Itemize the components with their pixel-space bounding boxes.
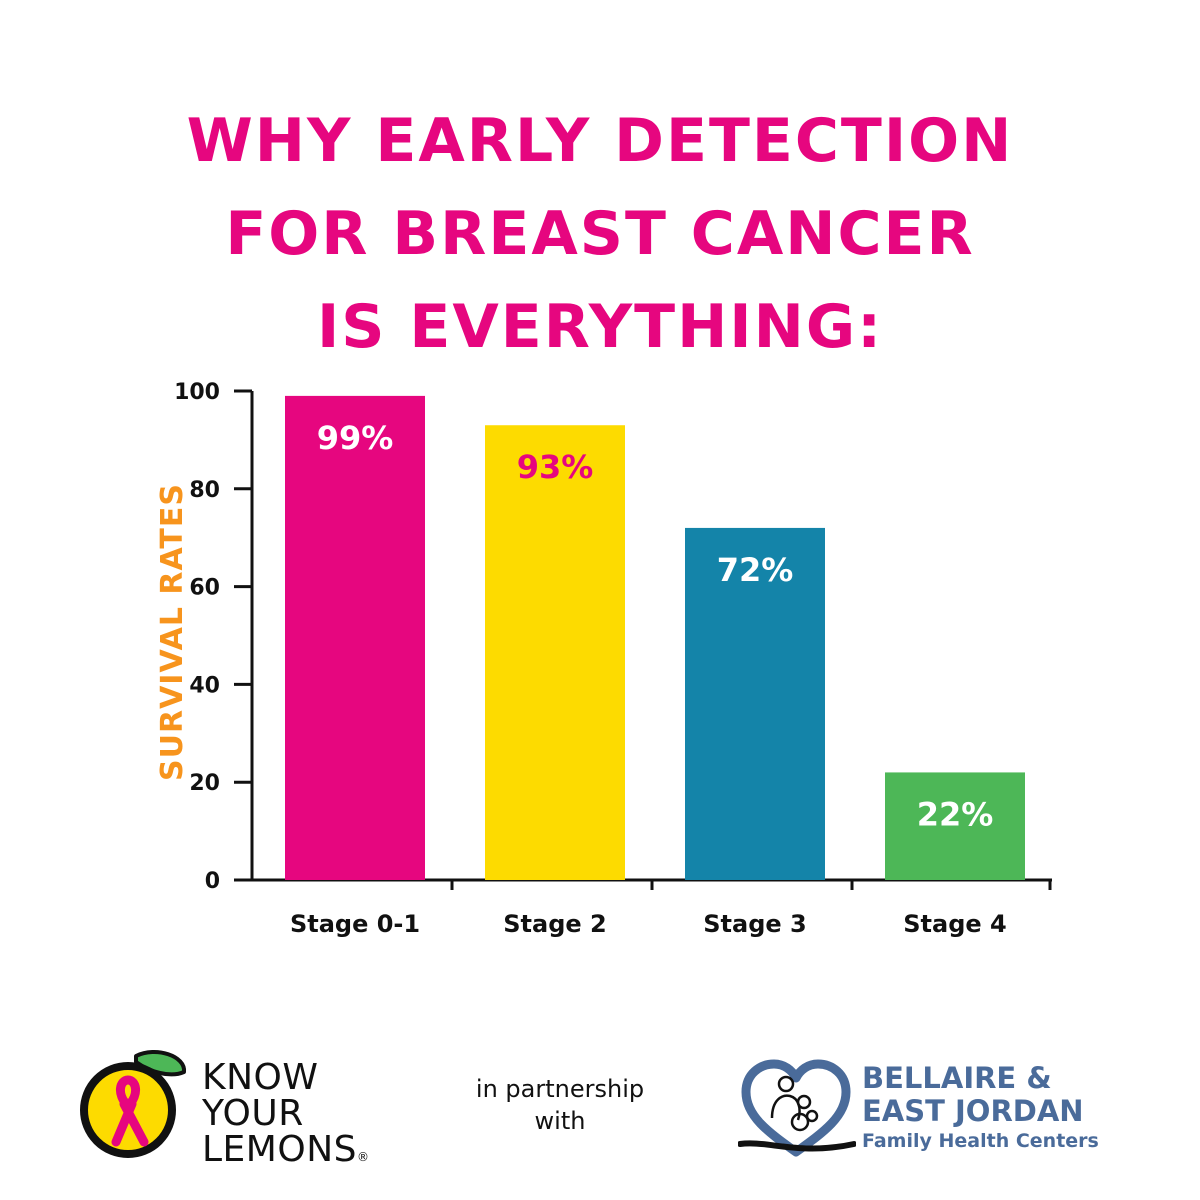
- bar-data-label: 22%: [917, 795, 994, 833]
- y-tick-label: 20: [189, 771, 220, 796]
- bej-line-1: BELLAIRE &: [862, 1061, 1052, 1095]
- title-line-2: FOR BREAST CANCER: [225, 199, 975, 269]
- registered-mark: ®: [356, 1150, 370, 1164]
- know-your-lemons-logo: KNOW YOUR LEMONS®: [78, 1048, 398, 1168]
- category-label: Stage 0-1: [290, 910, 420, 938]
- y-tick-label: 100: [174, 380, 220, 405]
- kyl-line-2: YOUR: [202, 1093, 304, 1134]
- survival-rate-bar-chart: 0 20 40 60 80 100 99% Stage 0-1 93% Stage 2 72% Sta…: [155, 380, 1052, 938]
- bar-data-label: 99%: [317, 419, 394, 457]
- know-your-lemons-wordmark: KNOW YOUR LEMONS®: [202, 1060, 369, 1175]
- page-title: WHY EARLY DETECTION FOR BREAST CANCER IS…: [0, 95, 1200, 374]
- bej-line-2: EAST JORDAN: [862, 1094, 1084, 1128]
- partnership-text: in partnership with: [440, 1073, 680, 1137]
- partnership-line-1: in partnership: [475, 1075, 645, 1103]
- category-label: Stage 4: [903, 910, 1006, 938]
- category-label: Stage 3: [703, 910, 806, 938]
- title-line-1: WHY EARLY DETECTION: [186, 106, 1014, 176]
- category-label: Stage 2: [503, 910, 606, 938]
- y-tick-label: 80: [189, 478, 220, 503]
- lemon-ribbon-icon: [80, 1050, 186, 1158]
- bar: [285, 395, 425, 880]
- title-line-3: IS EVERYTHING:: [316, 292, 884, 362]
- bar-data-label: 93%: [517, 448, 594, 486]
- bellaire-east-jordan-logo: BELLAIRE & EAST JORDAN Family Health Cen…: [738, 1056, 1158, 1166]
- y-tick-label: 0: [205, 869, 220, 894]
- bar: [685, 527, 825, 880]
- bar: [885, 772, 1025, 880]
- bar-data-label: 72%: [717, 551, 794, 589]
- partnership-line-2: with: [534, 1107, 586, 1135]
- kyl-line-1: KNOW: [202, 1057, 319, 1098]
- y-tick-label: 60: [189, 576, 220, 601]
- y-tick-label: 40: [189, 673, 220, 698]
- bellaire-east-jordan-wordmark: BELLAIRE & EAST JORDAN Family Health Cen…: [862, 1062, 1099, 1154]
- y-axis-label: SURVIVAL RATES: [155, 483, 190, 781]
- heart-family-icon: [738, 1059, 856, 1157]
- kyl-line-3: LEMONS: [202, 1129, 357, 1170]
- bar: [485, 425, 625, 880]
- bej-line-3: Family Health Centers: [862, 1130, 1099, 1152]
